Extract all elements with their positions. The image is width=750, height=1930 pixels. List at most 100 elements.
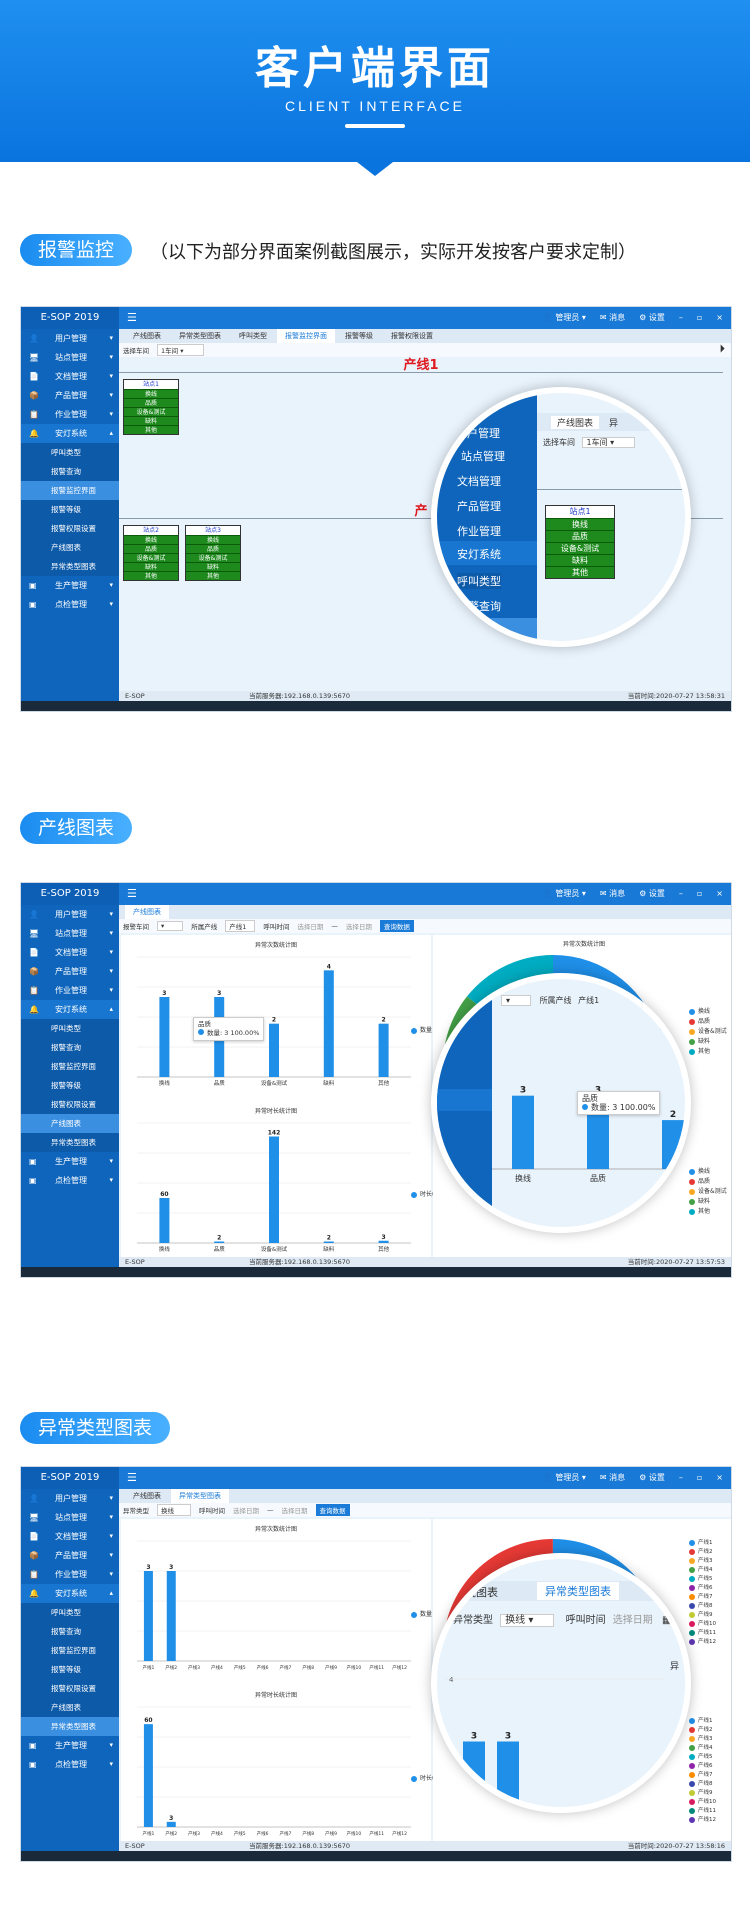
bar[interactable]	[662, 1120, 684, 1169]
sidebar-subitem[interactable]: 异常类型图表	[21, 557, 119, 576]
legend-item[interactable]: 产线1	[689, 1539, 716, 1548]
sidebar-subitem[interactable]: 报警监控界面	[21, 1641, 119, 1660]
sidebar-item[interactable]: 🔔 安灯系统 ▴	[21, 424, 119, 443]
bar[interactable]	[143, 1724, 153, 1827]
legend-item[interactable]: 设备&测试	[689, 1027, 727, 1037]
station-status[interactable]: 缺料	[124, 562, 178, 571]
legend-item[interactable]: 产线6	[689, 1762, 716, 1771]
station-card[interactable]: 站点1 换线 品质 设备&测试 缺料 其他	[123, 379, 179, 435]
sidebar-subitem[interactable]: 报警查询	[21, 1038, 119, 1057]
sidebar-item[interactable]: 📄 文档管理 ▾	[21, 367, 119, 386]
legend-item[interactable]: 产线3	[689, 1735, 716, 1744]
sidebar-subitem[interactable]: 报警查询	[21, 462, 119, 481]
station-status[interactable]: 缺料	[186, 562, 240, 571]
line-select[interactable]: 产线1	[225, 920, 256, 932]
legend-item[interactable]: 缺料	[689, 1037, 727, 1047]
legend-item[interactable]: 品质	[689, 1177, 727, 1187]
station-card[interactable]: 站点3 换线 品质 设备&测试 缺料 其他	[185, 525, 241, 581]
sidebar-subitem[interactable]: 报警等级	[21, 500, 119, 519]
station-status[interactable]: 品质	[124, 544, 178, 553]
sidebar-item[interactable]: ▣ 点检管理 ▾	[21, 1755, 119, 1774]
bar[interactable]	[166, 1571, 176, 1661]
legend-item[interactable]: 产线8	[689, 1780, 716, 1789]
maximize-icon[interactable]: ▫	[696, 1473, 703, 1482]
legend-item[interactable]: 产线11	[689, 1629, 716, 1638]
bar[interactable]	[269, 1023, 279, 1077]
play-icon[interactable]: ⏵	[719, 342, 726, 355]
legend-item[interactable]: 产线2	[689, 1726, 716, 1735]
legend-item[interactable]: 产线9	[689, 1611, 716, 1620]
sidebar-subitem[interactable]: 异常类型图表	[21, 1133, 119, 1152]
legend-item[interactable]: 产线1	[689, 1717, 716, 1726]
sidebar-item[interactable]: 🔔 安灯系统 ▴	[21, 1584, 119, 1603]
sidebar-item[interactable]: 🖥 站点管理 ▾	[21, 1508, 119, 1527]
minimize-icon[interactable]: –	[678, 889, 683, 898]
workshop-select[interactable]: 1车间 ▾	[157, 344, 205, 356]
legend-item[interactable]: 产线2	[689, 1548, 716, 1557]
legend-item[interactable]: 其他	[689, 1047, 727, 1057]
type-select[interactable]: 换线	[157, 1504, 191, 1516]
station-status[interactable]: 缺料	[124, 416, 178, 425]
sidebar-item[interactable]: 📦 产品管理 ▾	[21, 1546, 119, 1565]
station-status[interactable]: 设备&测试	[186, 553, 240, 562]
sidebar-subitem[interactable]: 呼叫类型	[21, 1603, 119, 1622]
legend-item[interactable]: 品质	[689, 1017, 727, 1027]
sidebar-item[interactable]: ▣ 点检管理 ▾	[21, 595, 119, 614]
tab-abnormal-chart[interactable]: 异常类型图表	[171, 1489, 229, 1503]
legend-item[interactable]: 产线8	[689, 1602, 716, 1611]
menu-icon[interactable]: ☰	[127, 311, 137, 324]
date-end-input[interactable]: 选择日期	[281, 1507, 308, 1515]
sidebar-item[interactable]: 📦 产品管理 ▾	[21, 386, 119, 405]
query-button[interactable]: 查询数据	[379, 920, 414, 932]
bar[interactable]	[512, 1095, 534, 1169]
legend-item[interactable]: 产线4	[689, 1744, 716, 1753]
station-status[interactable]: 其他	[124, 571, 178, 580]
sidebar-item[interactable]: 📦 产品管理 ▾	[21, 962, 119, 981]
sidebar-subitem[interactable]: 报警监控界面	[21, 481, 119, 500]
menu-icon[interactable]: ☰	[127, 1471, 137, 1484]
sidebar-item[interactable]: 🖥 站点管理 ▾	[21, 348, 119, 367]
station-status[interactable]: 品质	[186, 544, 240, 553]
sidebar-subitem[interactable]: 报警等级	[21, 1076, 119, 1095]
tab-alarm-permission[interactable]: 报警权限设置	[391, 332, 433, 340]
minimize-icon[interactable]: –	[678, 1473, 683, 1482]
station-card[interactable]: 站点2 换线 品质 设备&测试 缺料 其他	[123, 525, 179, 581]
bar[interactable]	[463, 1741, 485, 1814]
sidebar-item[interactable]: ▣ 生产管理 ▾	[21, 1152, 119, 1171]
maximize-icon[interactable]: ▫	[696, 889, 703, 898]
sidebar-subitem[interactable]: 产线图表	[21, 1114, 119, 1133]
tab-line-chart[interactable]: 产线图表	[133, 332, 161, 340]
settings-button[interactable]: ⚙ 设置	[639, 889, 665, 898]
legend-item[interactable]: 产线9	[689, 1789, 716, 1798]
sidebar-subitem[interactable]: 呼叫类型	[21, 1019, 119, 1038]
bar[interactable]	[214, 1241, 225, 1244]
bar[interactable]	[378, 1023, 389, 1077]
legend-item[interactable]: 换线	[689, 1167, 727, 1177]
messages-button[interactable]: ✉ 消息	[599, 889, 626, 898]
messages-button[interactable]: ✉ 消息	[599, 313, 626, 322]
legend-item[interactable]: 产线10	[689, 1798, 716, 1807]
tab-alarm-monitor[interactable]: 报警监控界面	[277, 329, 335, 343]
bar[interactable]	[323, 970, 334, 1077]
sidebar-item[interactable]: 👤 用户管理 ▾	[21, 1489, 119, 1508]
date-start-input[interactable]: 选择日期	[297, 923, 324, 931]
sidebar-subitem[interactable]: 异常类型图表	[21, 1717, 119, 1736]
legend-item[interactable]: 换线	[689, 1007, 727, 1017]
station-status[interactable]: 换线	[124, 389, 178, 398]
minimize-icon[interactable]: –	[678, 313, 683, 322]
sidebar-item[interactable]: 👤 用户管理 ▾	[21, 905, 119, 924]
tab-alarm-level[interactable]: 报警等级	[345, 332, 373, 340]
legend-item[interactable]: 产线4	[689, 1566, 716, 1575]
messages-button[interactable]: ✉ 消息	[599, 1473, 626, 1482]
user-menu[interactable]: 👤 管理员 ▾	[542, 313, 586, 322]
query-button[interactable]: 查询数据	[315, 1504, 350, 1516]
sidebar-subitem[interactable]: 报警监控界面	[21, 1057, 119, 1076]
legend-item[interactable]: 产线5	[689, 1753, 716, 1762]
bar[interactable]	[378, 1240, 389, 1243]
sidebar-subitem[interactable]: 报警查询	[21, 1622, 119, 1641]
sidebar-subitem[interactable]: 产线图表	[21, 1698, 119, 1717]
legend-item[interactable]: 其他	[689, 1207, 727, 1217]
legend-item[interactable]: 产线7	[689, 1771, 716, 1780]
sidebar-item[interactable]: 👤 用户管理 ▾	[21, 329, 119, 348]
close-icon[interactable]: ×	[716, 313, 723, 322]
